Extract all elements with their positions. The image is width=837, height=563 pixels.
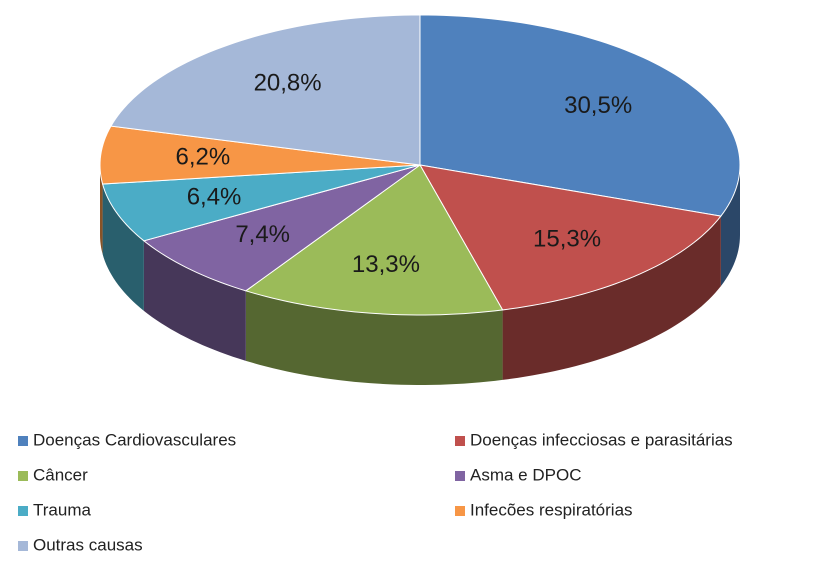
legend-label: Doenças Cardiovasculares bbox=[33, 430, 236, 449]
data-label: 15,3% bbox=[533, 226, 601, 253]
slice-side bbox=[245, 290, 503, 385]
data-label: 6,2% bbox=[176, 143, 231, 170]
slice-side bbox=[102, 184, 144, 311]
slice bbox=[419, 164, 722, 311]
legend-label: Infecões respiratórias bbox=[470, 500, 633, 519]
slice-side bbox=[143, 240, 246, 361]
legend-label: Outras causas bbox=[33, 535, 143, 554]
legend-swatch bbox=[18, 506, 28, 516]
slice bbox=[142, 164, 421, 292]
data-label: 7,4% bbox=[235, 221, 290, 248]
data-label: 30,5% bbox=[564, 92, 632, 119]
legend-swatch bbox=[18, 471, 28, 481]
slice-side bbox=[502, 216, 721, 380]
legend-label: Câncer bbox=[33, 465, 88, 484]
slice-side bbox=[720, 165, 740, 287]
legend-swatch bbox=[455, 471, 465, 481]
slice bbox=[99, 125, 421, 185]
data-label: 13,3% bbox=[352, 251, 420, 278]
slice bbox=[419, 14, 741, 217]
data-label: 20,8% bbox=[254, 69, 322, 96]
slice-side bbox=[100, 165, 103, 255]
slice bbox=[244, 164, 504, 316]
legend-swatch bbox=[455, 436, 465, 446]
legend-swatch bbox=[455, 506, 465, 516]
slice bbox=[110, 14, 421, 166]
data-label: 6,4% bbox=[187, 183, 242, 210]
legend-label: Doenças infecciosas e parasitárias bbox=[470, 430, 733, 449]
legend-label: Asma e DPOC bbox=[470, 465, 581, 484]
legend-swatch bbox=[18, 541, 28, 551]
slice bbox=[101, 164, 421, 242]
legend-label: Trauma bbox=[33, 500, 91, 519]
legend-swatch bbox=[18, 436, 28, 446]
